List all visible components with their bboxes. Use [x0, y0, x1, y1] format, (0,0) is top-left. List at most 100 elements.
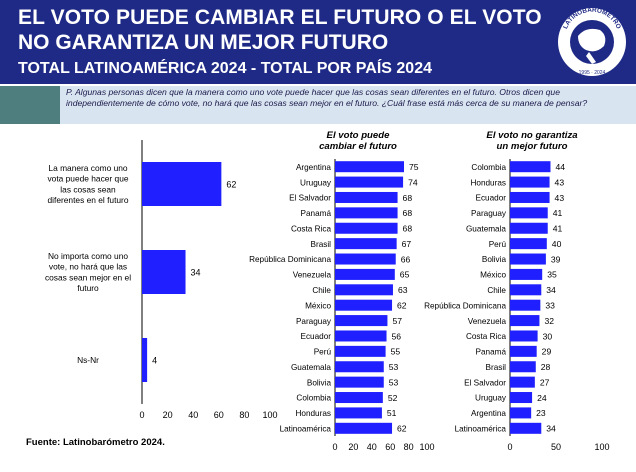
right-bar-11 — [510, 330, 538, 342]
right-category-label-3: Paraguay — [471, 209, 507, 218]
mid-category-label-0: Argentina — [296, 163, 331, 172]
right-bar-8 — [510, 284, 542, 296]
right-bar-7 — [510, 268, 543, 280]
mid-bar-2 — [335, 191, 398, 203]
left-category-label-1-1: vote, no hará que las — [49, 262, 127, 272]
mid-bar-14 — [335, 376, 384, 388]
mid-category-label-11: Ecuador — [301, 332, 332, 341]
right-category-label-15: Uruguay — [475, 394, 507, 403]
right-value-label-15: 24 — [537, 393, 547, 403]
mid-bar-5 — [335, 238, 397, 250]
left-category-label-1-0: No importa como uno — [48, 251, 128, 261]
mid-bar-15 — [335, 392, 383, 404]
mid-bar-10 — [335, 315, 388, 327]
right-bar-10 — [510, 315, 540, 327]
right-xtick-label-0: 0 — [507, 442, 512, 452]
right-category-label-9: República Dominicana — [424, 301, 506, 310]
left-xtick-label-1: 20 — [163, 410, 173, 420]
right-category-label-6: Bolivia — [482, 255, 507, 264]
mid-value-label-3: 68 — [403, 208, 413, 218]
right-value-label-6: 39 — [551, 254, 561, 264]
right-xtick-label-2: 100 — [594, 442, 609, 452]
mid-category-label-4: Costa Rica — [291, 224, 331, 233]
right-value-label-14: 27 — [540, 377, 550, 387]
mid-category-label-2: El Salvador — [289, 194, 331, 203]
right-bar-9 — [510, 299, 541, 311]
mid-category-label-1: Uruguay — [300, 178, 332, 187]
right-category-label-17: Latinoamérica — [455, 425, 507, 434]
mid-title-line-1: cambiar el futuro — [319, 141, 397, 152]
mid-value-label-8: 63 — [398, 285, 408, 295]
right-bar-15 — [510, 392, 533, 404]
mid-value-label-6: 66 — [401, 254, 411, 264]
right-value-label-8: 34 — [546, 285, 556, 295]
mid-bar-17 — [335, 422, 393, 434]
page-subtitle: TOTAL LATINOAMÉRICA 2024 - TOTAL POR PAÍ… — [18, 60, 432, 77]
mid-bar-1 — [335, 176, 404, 188]
right-title-line-1: un mejor futuro — [497, 141, 568, 152]
right-category-label-14: El Salvador — [464, 378, 506, 387]
right-bar-1 — [510, 176, 550, 188]
right-bar-6 — [510, 253, 546, 265]
mid-category-label-7: Venezuela — [293, 271, 332, 280]
right-value-label-4: 41 — [553, 224, 563, 234]
right-xtick-label-1: 50 — [551, 442, 561, 452]
mid-bar-8 — [335, 284, 393, 296]
right-value-label-10: 32 — [544, 316, 554, 326]
right-value-label-11: 30 — [543, 331, 553, 341]
left-xtick-label-4: 80 — [239, 410, 249, 420]
right-category-label-1: Honduras — [470, 178, 506, 187]
right-value-label-12: 29 — [542, 347, 552, 357]
mid-category-label-15: Colombia — [296, 394, 331, 403]
right-category-label-13: Brasil — [486, 363, 507, 372]
mid-value-label-7: 65 — [400, 270, 410, 280]
left-bar-2 — [142, 338, 148, 382]
mid-bar-6 — [335, 253, 396, 265]
mid-value-label-13: 53 — [389, 362, 399, 372]
left-category-label-1-3: futuro — [77, 283, 99, 293]
mid-category-label-14: Bolivia — [307, 378, 332, 387]
mid-value-label-11: 56 — [392, 331, 402, 341]
right-bar-4 — [510, 222, 548, 234]
right-category-label-10: Venezuela — [468, 317, 507, 326]
left-category-label-2-0: Ns-Nr — [77, 355, 99, 365]
mid-bar-4 — [335, 222, 398, 234]
mid-xtick-label-0: 0 — [332, 442, 337, 452]
right-value-label-9: 33 — [545, 300, 555, 310]
mid-category-label-6: República Dominicana — [249, 255, 331, 264]
left-category-label-0-0: La manera como uno — [48, 163, 127, 173]
left-value-label-0: 62 — [226, 180, 236, 190]
right-value-label-0: 44 — [555, 162, 565, 172]
right-category-label-4: Guatemala — [466, 224, 506, 233]
right-category-label-16: Argentina — [471, 409, 506, 418]
left-xtick-label-3: 60 — [214, 410, 224, 420]
question-marker — [0, 86, 60, 124]
right-value-label-13: 28 — [541, 362, 551, 372]
mid-value-label-16: 51 — [387, 408, 397, 418]
right-title-line-0: El voto no garantiza — [486, 130, 578, 141]
mid-bar-7 — [335, 268, 395, 280]
right-value-label-2: 43 — [555, 193, 565, 203]
right-value-label-1: 43 — [555, 177, 565, 187]
mid-category-label-3: Panamá — [301, 209, 332, 218]
latinobarometro-logo: LATINOBARÓMETRO 1995 · 2024 — [558, 6, 626, 76]
page-title-line-2: NO GARANTIZA UN MEJOR FUTURO — [18, 31, 389, 54]
left-bar-1 — [142, 250, 186, 294]
right-value-label-17: 34 — [546, 424, 556, 434]
right-category-label-5: Perú — [489, 240, 507, 249]
header-banner — [0, 0, 636, 84]
right-bar-3 — [510, 207, 548, 219]
left-xtick-label-0: 0 — [139, 410, 144, 420]
left-xtick-label-5: 100 — [262, 410, 277, 420]
right-value-label-7: 35 — [547, 270, 557, 280]
source-note: Fuente: Latinobarómetro 2024. — [26, 437, 165, 448]
mid-bar-16 — [335, 407, 382, 419]
mid-category-label-10: Paraguay — [296, 317, 332, 326]
mid-title-line-0: El voto puede — [327, 130, 391, 141]
mid-bar-13 — [335, 361, 384, 373]
right-category-label-7: México — [480, 271, 506, 280]
mid-value-label-5: 67 — [402, 239, 412, 249]
mid-xtick-label-4: 80 — [404, 442, 414, 452]
mid-value-label-12: 55 — [391, 347, 401, 357]
